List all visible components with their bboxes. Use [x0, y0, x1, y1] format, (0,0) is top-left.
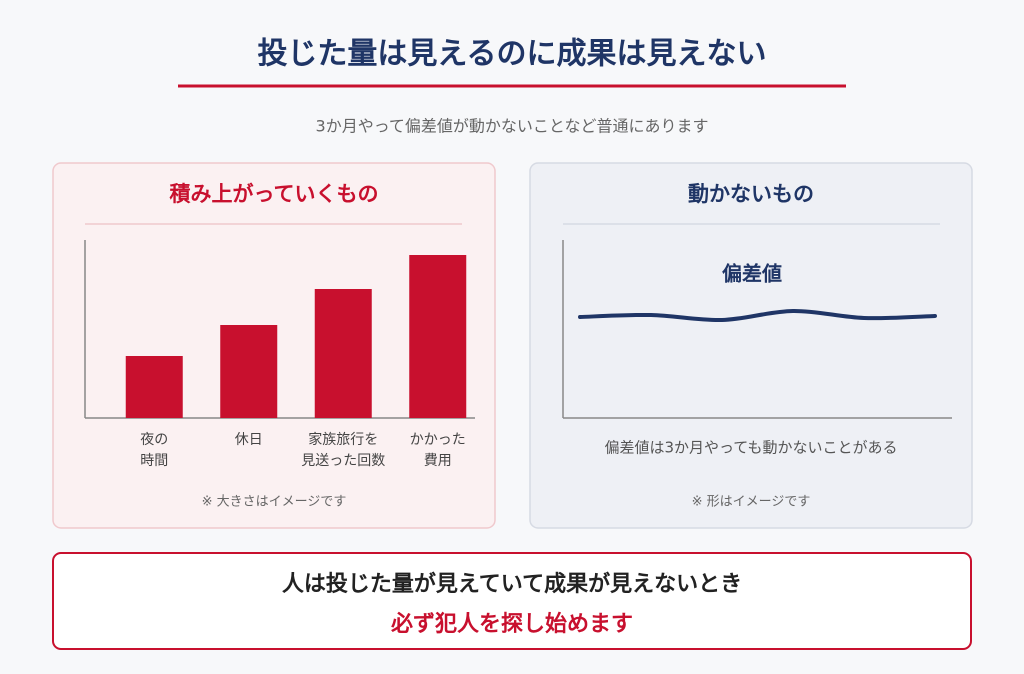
- x-tick-label: 家族旅行を見送った回数: [301, 431, 385, 469]
- line: [578, 308, 937, 323]
- footer-line: 人は投じた量が見えていて成果が見えないとき: [282, 571, 742, 597]
- right-panel: [529, 162, 973, 529]
- panel-title: 動かないもの: [688, 182, 814, 206]
- bar: [409, 255, 467, 418]
- bar: [220, 325, 278, 418]
- x-tick-label: かかった費用: [410, 432, 466, 469]
- footer-box: [52, 552, 972, 650]
- note: ※ 形はイメージです: [692, 495, 811, 510]
- bar: [314, 289, 372, 418]
- footer-emphasis: 必ず犯人を探し始めます: [391, 611, 633, 637]
- bar: [125, 356, 183, 418]
- note: ※ 大きさはイメージです: [202, 495, 347, 510]
- subtitle: 3か月やって偏差値が動かないことなど普通にあります: [316, 117, 709, 136]
- caption: 偏差値は3か月やっても動かないことがある: [604, 439, 897, 457]
- panel-title: 積み上がっていくもの: [170, 182, 379, 206]
- title: 投じた量は見えるのに成果は見えない: [257, 37, 766, 72]
- x-tick-label: 休日: [235, 432, 263, 448]
- series-label: 偏差値: [722, 262, 782, 286]
- x-tick-label: 夜の時間: [140, 432, 168, 469]
